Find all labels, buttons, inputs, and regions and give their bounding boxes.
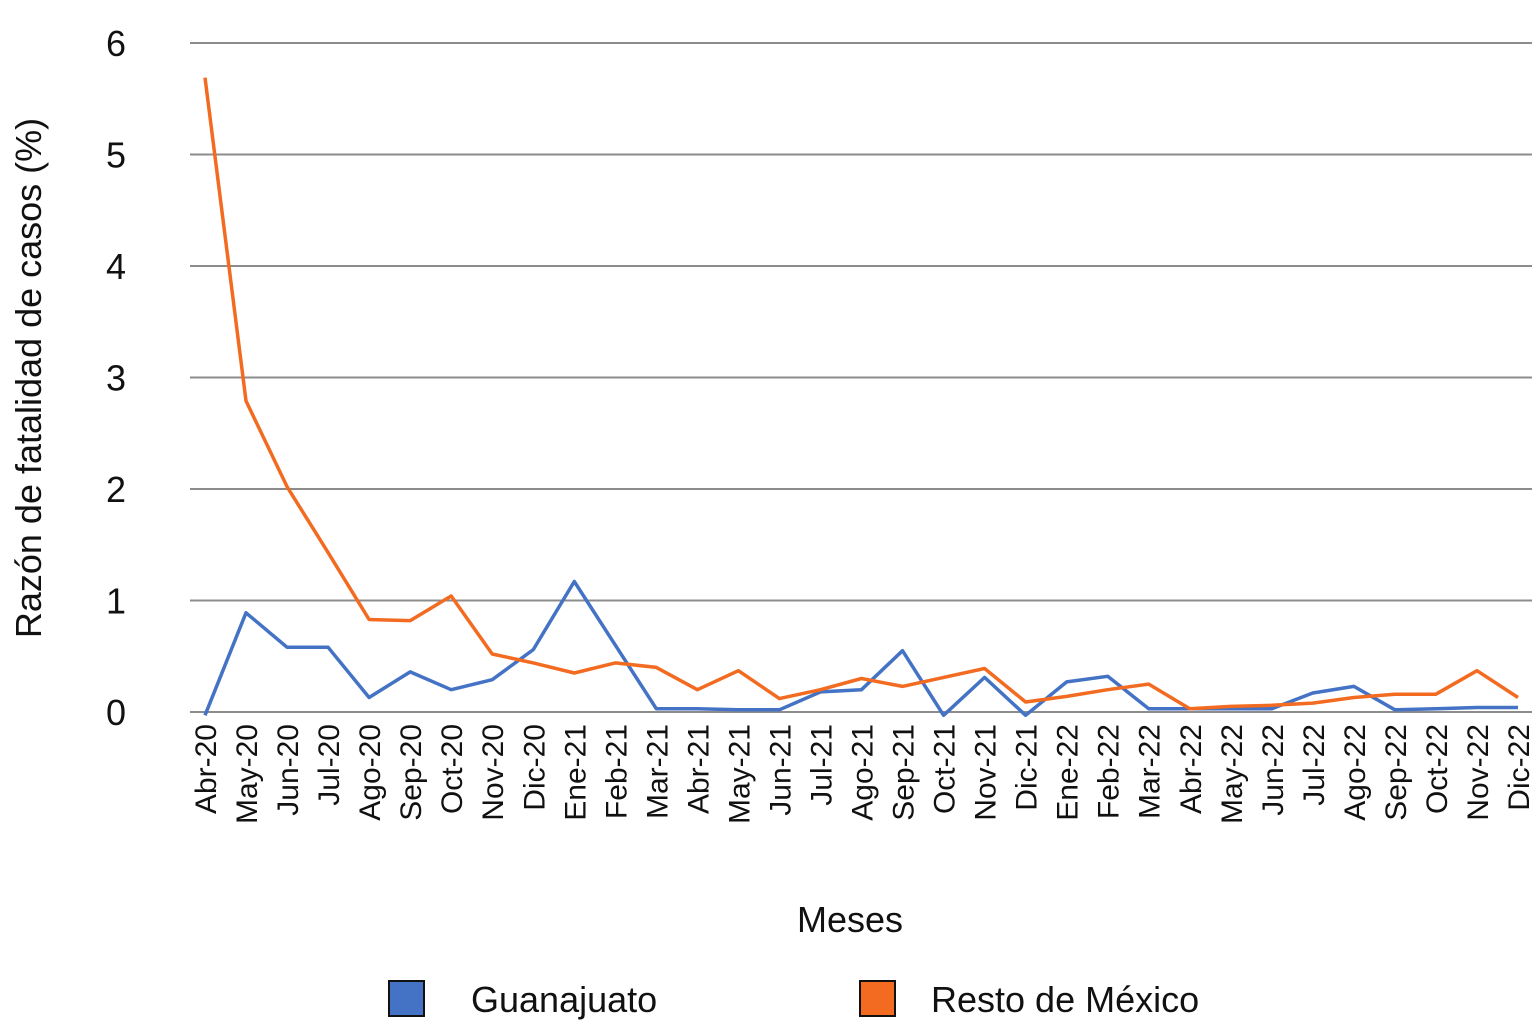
x-tick-label: Ago-20 bbox=[354, 724, 387, 821]
x-tick-label: May-21 bbox=[723, 724, 756, 824]
x-tick-label: Dic-20 bbox=[518, 724, 551, 811]
y-tick-labels: 0 1 2 3 4 5 6 bbox=[106, 23, 126, 733]
x-axis-label: Meses bbox=[797, 899, 903, 940]
x-tick-label: Abr-20 bbox=[190, 724, 223, 814]
y-tick-label: 0 bbox=[106, 692, 126, 733]
x-tick-label: Abr-22 bbox=[1175, 724, 1208, 814]
x-tick-label: Jul-22 bbox=[1298, 724, 1331, 806]
y-tick-label: 5 bbox=[106, 135, 126, 176]
x-tick-label: Ago-21 bbox=[847, 724, 880, 821]
x-tick-label: Oct-21 bbox=[929, 724, 962, 814]
y-tick-label: 6 bbox=[106, 23, 126, 64]
x-tick-label: Jul-20 bbox=[313, 724, 346, 806]
x-tick-label: Feb-22 bbox=[1093, 724, 1126, 819]
legend-swatch bbox=[389, 981, 424, 1016]
x-tick-label: Nov-21 bbox=[970, 724, 1003, 821]
x-tick-label: Jun-22 bbox=[1257, 724, 1290, 816]
y-tick-label: 1 bbox=[106, 581, 126, 622]
x-tick-label: Sep-22 bbox=[1380, 724, 1413, 821]
x-tick-label: Feb-21 bbox=[600, 724, 633, 819]
x-tick-label: Nov-20 bbox=[477, 724, 510, 821]
y-tick-label: 3 bbox=[106, 358, 126, 399]
legend-label: Guanajuato bbox=[471, 979, 657, 1020]
x-tick-label: Dic-22 bbox=[1503, 724, 1536, 811]
x-tick-label: Jun-20 bbox=[272, 724, 305, 816]
series-line-guanajuato bbox=[205, 582, 1518, 716]
x-tick-label: May-22 bbox=[1216, 724, 1249, 824]
x-tick-label: Jul-21 bbox=[805, 724, 838, 806]
x-tick-label: Ago-22 bbox=[1339, 724, 1372, 821]
gridlines bbox=[190, 43, 1532, 712]
x-tick-label: Nov-22 bbox=[1462, 724, 1495, 821]
x-tick-label: Jun-21 bbox=[764, 724, 797, 816]
x-tick-label: Sep-20 bbox=[395, 724, 428, 821]
x-tick-label: Dic-21 bbox=[1011, 724, 1044, 811]
legend-swatch bbox=[860, 981, 895, 1016]
x-tick-label: Ene-21 bbox=[559, 724, 592, 821]
y-tick-label: 2 bbox=[106, 469, 126, 510]
x-tick-label: Mar-21 bbox=[641, 724, 674, 819]
x-tick-label: Oct-20 bbox=[436, 724, 469, 814]
y-axis-label: Razón de fatalidad de casos (%) bbox=[8, 118, 49, 638]
x-tick-label: Abr-21 bbox=[682, 724, 715, 814]
legend: Guanajuato Resto de México bbox=[389, 979, 1199, 1020]
x-tick-label: Oct-22 bbox=[1421, 724, 1454, 814]
series-lines bbox=[205, 77, 1518, 715]
x-tick-label: Sep-21 bbox=[888, 724, 921, 821]
legend-label: Resto de México bbox=[931, 979, 1199, 1020]
y-tick-label: 4 bbox=[106, 246, 126, 287]
series-line-resto-de-m-xico bbox=[205, 78, 1518, 709]
x-tick-label: Ene-22 bbox=[1052, 724, 1085, 821]
x-tick-label: May-20 bbox=[231, 724, 264, 824]
x-tick-label: Mar-22 bbox=[1134, 724, 1167, 819]
